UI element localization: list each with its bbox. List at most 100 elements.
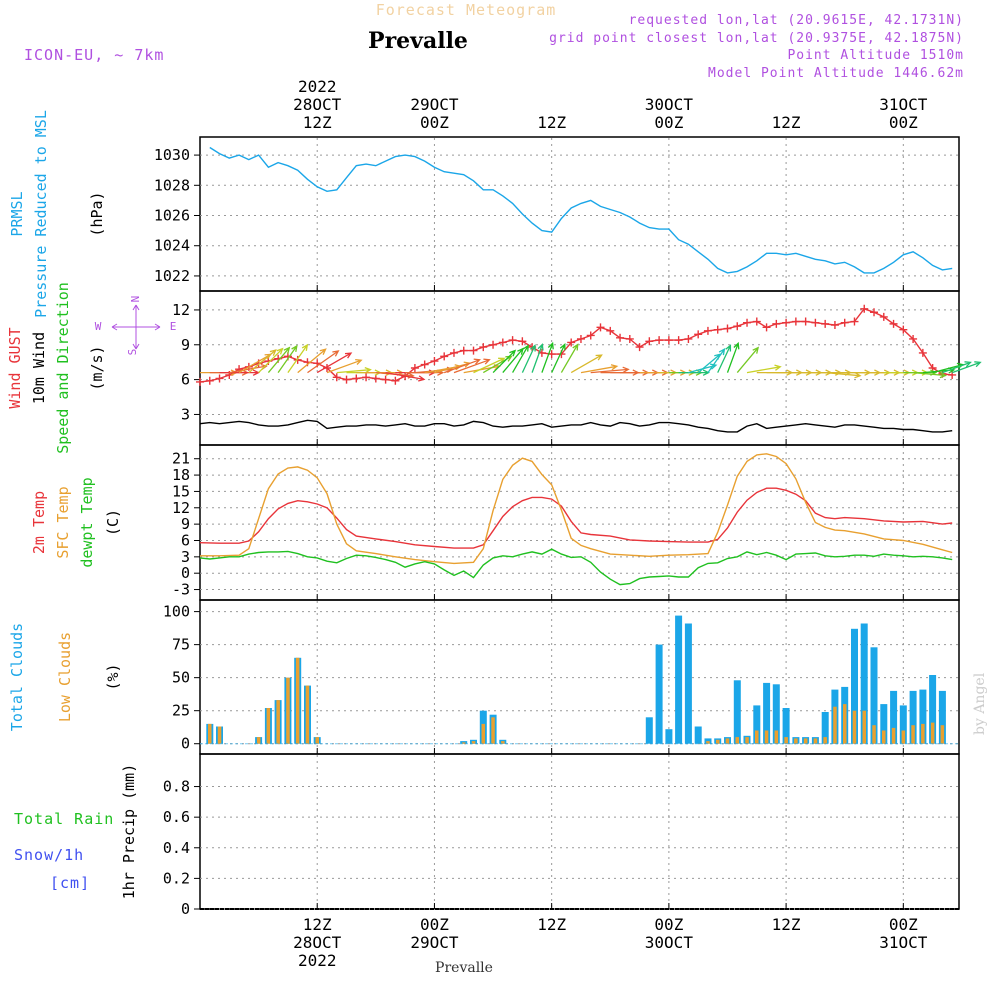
y-tick-label: 6 — [181, 531, 190, 549]
y-axis-label: 10m Wind — [30, 332, 48, 404]
wind-arrow — [219, 369, 260, 376]
top-time-label: 28OCT — [293, 95, 342, 114]
gust-marker — [899, 325, 908, 334]
cloud-bar — [901, 730, 906, 744]
gust-marker — [879, 312, 888, 321]
y-tick-label: 21 — [172, 450, 190, 468]
gust-marker — [518, 337, 527, 346]
cloud-bar — [501, 741, 505, 744]
gust-marker — [684, 334, 693, 343]
cloud-bar — [315, 737, 319, 744]
product-title: Forecast Meteogram — [376, 1, 557, 19]
gust-marker — [342, 375, 351, 384]
gust-marker — [332, 373, 341, 382]
y-tick-label: 9 — [181, 515, 190, 533]
y-tick-label: 12 — [172, 499, 190, 517]
cloud-bar — [733, 680, 741, 744]
bottom-time-label: 00Z — [654, 915, 683, 934]
gust-marker — [772, 319, 781, 328]
gust-marker — [352, 374, 361, 383]
gust-marker — [713, 325, 722, 334]
cloud-bar — [899, 705, 907, 744]
cloud-bar — [462, 742, 466, 744]
y-tick-label: 75 — [172, 636, 190, 654]
cloud-bar — [763, 682, 771, 744]
wind-arrow — [541, 341, 554, 373]
gust-marker — [459, 346, 468, 355]
wind-arrow — [267, 346, 291, 374]
gust-marker — [508, 336, 517, 345]
gust-marker — [489, 340, 498, 349]
cloud-bar — [491, 717, 495, 744]
gust-marker — [430, 357, 439, 366]
top-time-label: 12Z — [772, 113, 801, 132]
wind-arrow — [580, 364, 619, 374]
top-time-label: 00Z — [654, 113, 683, 132]
wind-arrow — [258, 347, 284, 374]
gust-marker — [391, 376, 400, 385]
series-line — [199, 487, 953, 549]
cloud-bar — [823, 737, 827, 744]
cloud-bar — [286, 677, 290, 744]
wind-arrow — [307, 350, 340, 374]
y-tick-label: 1024 — [154, 237, 190, 255]
y-tick-label: 0.6 — [163, 808, 190, 826]
y-axis-label: PRMSL — [8, 191, 26, 236]
cloud-bar — [694, 726, 702, 744]
cloud-bar — [460, 741, 468, 744]
gust-marker — [596, 323, 605, 332]
gust-marker — [420, 360, 429, 369]
cloud-bar — [843, 704, 847, 744]
compass-west: W — [95, 320, 102, 333]
gust-marker — [381, 375, 390, 384]
panels: 1022 1024 1026 1028 1030 PRMSL Pressure Reduce… — [6, 110, 982, 918]
bottom-time-label: 00Z — [889, 915, 918, 934]
gust-marker — [576, 334, 585, 343]
wind-arrow — [297, 348, 327, 374]
cloud-bar — [921, 723, 925, 744]
bottom-time-label: 12Z — [303, 915, 332, 934]
y-tick-label: 0.4 — [163, 839, 190, 857]
gust-marker — [215, 374, 224, 383]
wind-arrow — [736, 346, 760, 374]
bottom-time-label: 28OCT — [293, 933, 342, 952]
gust-marker — [362, 373, 371, 382]
y-axis-label: (m/s) — [88, 345, 106, 390]
requested-coords: requested lon,lat (20.9615E, 42.1731N) — [629, 13, 964, 28]
gust-marker — [752, 317, 761, 326]
gust-marker — [850, 317, 859, 326]
cloud-bar — [813, 738, 818, 744]
cloud-bar — [851, 628, 858, 744]
wind-arrow — [277, 344, 298, 373]
gust-marker — [655, 336, 664, 345]
cloud-bar — [919, 689, 927, 744]
cloud-bar — [706, 741, 710, 744]
y-tick-label: 15 — [172, 482, 190, 500]
gust-marker — [469, 346, 478, 355]
panel-frame — [199, 753, 960, 910]
gust-marker — [645, 337, 654, 346]
cloud-bar — [256, 737, 261, 744]
snow-legend-label: Snow/1h — [14, 846, 84, 864]
location-title: Prevalle — [368, 28, 468, 54]
gust-marker — [801, 317, 810, 326]
cloud-bar — [772, 684, 780, 744]
y-tick-label: 0.8 — [163, 778, 190, 796]
panel-frame — [199, 444, 960, 601]
panel-1: 1022 1024 1026 1028 1030 PRMSL Pressure Reduce… — [8, 110, 960, 318]
y-axis-label: 2m Temp — [30, 491, 48, 554]
gust-marker — [674, 336, 683, 345]
y-tick-label: 3 — [181, 548, 190, 566]
cloud-bar — [774, 730, 779, 744]
cloud-bar — [266, 708, 271, 744]
cloud-bar — [753, 705, 761, 744]
gust-marker — [830, 321, 839, 330]
cloud-bar — [872, 725, 876, 744]
grid-coords: grid point closest lon,lat (20.9375E, 42… — [549, 31, 964, 46]
cloud-bar — [882, 730, 886, 744]
gust-marker — [616, 333, 625, 342]
y-tick-label: 100 — [163, 603, 190, 621]
bottom-time-label: 29OCT — [410, 933, 459, 952]
series-2m-temp — [199, 487, 953, 549]
